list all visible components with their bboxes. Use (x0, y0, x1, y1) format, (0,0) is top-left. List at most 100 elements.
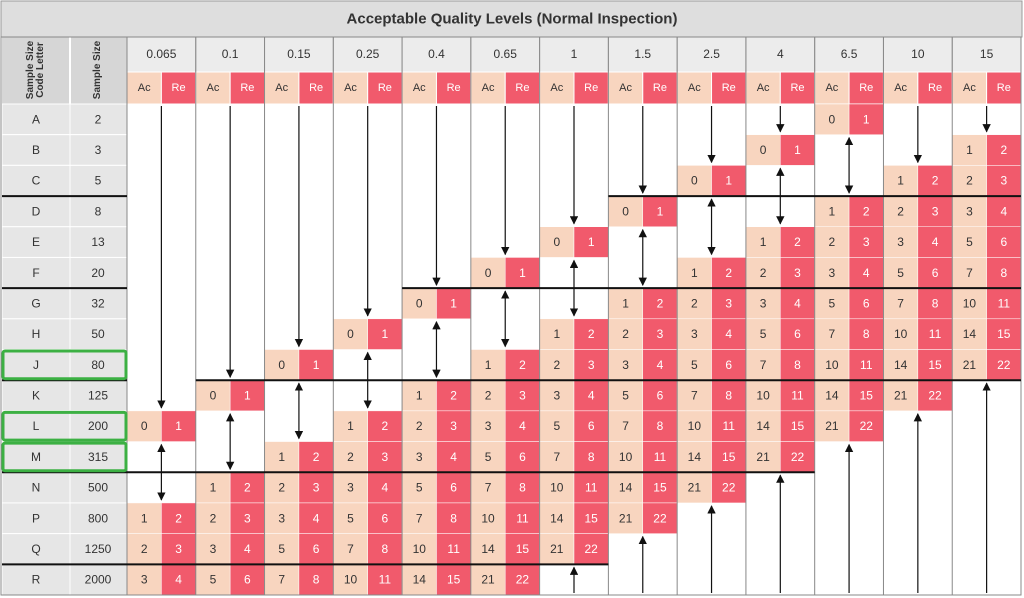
re-value: 4 (657, 358, 664, 372)
ac-cell (333, 441, 368, 473)
re-header: Re (722, 82, 736, 94)
aql-level: 0.1 (222, 47, 239, 61)
ac-cell (401, 533, 437, 565)
re-header: Re (515, 82, 529, 94)
ac-value: 1 (553, 327, 560, 341)
ac-value: 10 (619, 450, 633, 464)
re-cell (573, 349, 609, 381)
re-cell (917, 257, 953, 289)
ac-value: 2 (485, 389, 492, 403)
ac-value: 7 (553, 450, 560, 464)
re-cell (986, 165, 1022, 197)
re-value: 3 (382, 450, 389, 464)
re-value: 3 (450, 419, 457, 433)
re-value: 2 (588, 327, 595, 341)
re-cell (573, 410, 609, 442)
ac-cell (401, 287, 437, 320)
ac-cell (195, 472, 231, 504)
re-cell (573, 502, 609, 534)
code-cell (1, 502, 71, 535)
re-value: 1 (588, 235, 595, 249)
ac-value: 1 (416, 389, 423, 403)
ac-cell (745, 134, 781, 166)
code-cell (1, 195, 71, 228)
ac-header: Ac (550, 82, 563, 94)
ac-value: 0 (691, 174, 698, 188)
ac-cell (539, 533, 575, 565)
ac-value: 7 (897, 296, 904, 310)
re-header: Re (172, 82, 186, 94)
re-cell (436, 472, 472, 504)
ac-cell (814, 379, 850, 412)
ac-cell (333, 410, 368, 442)
ac-cell (264, 533, 300, 565)
ac-cell (126, 502, 162, 534)
ac-cell (883, 349, 919, 381)
code-letter: P (32, 511, 40, 525)
re-header: Re (859, 82, 873, 94)
code-letter: N (32, 481, 41, 495)
re-cell (229, 564, 265, 596)
re-value: 6 (244, 573, 251, 587)
ac-value: 2 (760, 266, 767, 280)
re-cell (780, 287, 815, 320)
ac-header: Ac (138, 82, 151, 94)
ac-value: 2 (966, 174, 973, 188)
ac-cell (401, 472, 437, 504)
ac-cell (951, 226, 987, 258)
re-header: Re (997, 82, 1011, 94)
ac-value: 3 (760, 296, 767, 310)
ac-header: Ac (482, 82, 495, 94)
re-value: 4 (794, 296, 801, 310)
size-cell (69, 195, 128, 228)
sample-size: 3 (95, 143, 102, 157)
re-header: Re (309, 82, 323, 94)
sample-size: 2 (95, 112, 102, 126)
re-value: 6 (932, 266, 939, 280)
re-cell (848, 226, 884, 258)
re-value: 6 (725, 358, 732, 372)
sample-size: 32 (91, 296, 105, 310)
aql-header-cell (676, 36, 747, 73)
re-value: 3 (725, 296, 732, 310)
ac-value: 1 (347, 419, 354, 433)
re-cell (848, 257, 884, 289)
ac-value: 14 (550, 511, 564, 525)
ac-value: 1 (966, 143, 973, 157)
re-value: 6 (863, 296, 870, 310)
ac-value: 5 (829, 296, 836, 310)
re-value: 2 (313, 450, 320, 464)
ac-cell (676, 441, 712, 473)
ac-value: 10 (756, 389, 770, 403)
aql-header-cell (539, 36, 609, 73)
re-cell (780, 134, 815, 166)
code-letter: R (32, 573, 41, 587)
ac-value: 0 (553, 235, 560, 249)
ac-value: 2 (210, 511, 217, 525)
re-cell (298, 472, 334, 504)
re-cell (436, 533, 472, 565)
code-letter: K (32, 389, 40, 403)
ac-value: 21 (756, 450, 770, 464)
ac-value: 5 (760, 327, 767, 341)
ac-value: 1 (829, 204, 836, 218)
ac-cell (608, 318, 644, 350)
ac-cell (814, 257, 850, 289)
re-cell (711, 472, 747, 504)
re-value: 6 (450, 481, 457, 495)
re-cell (642, 379, 678, 412)
ac-value: 21 (481, 573, 495, 587)
ac-value: 5 (897, 266, 904, 280)
ac-value: 10 (688, 419, 702, 433)
re-value: 6 (794, 327, 801, 341)
ac-cell (401, 564, 437, 596)
aql-level: 6.5 (841, 47, 858, 61)
ac-cell (883, 257, 919, 289)
sample-size-header: Sample Size (92, 40, 103, 100)
re-cell (642, 318, 678, 350)
re-header: Re (584, 82, 598, 94)
ac-cell (333, 533, 368, 565)
re-header-cell (367, 71, 403, 105)
code-cell (1, 349, 71, 381)
re-value: 8 (932, 296, 939, 310)
